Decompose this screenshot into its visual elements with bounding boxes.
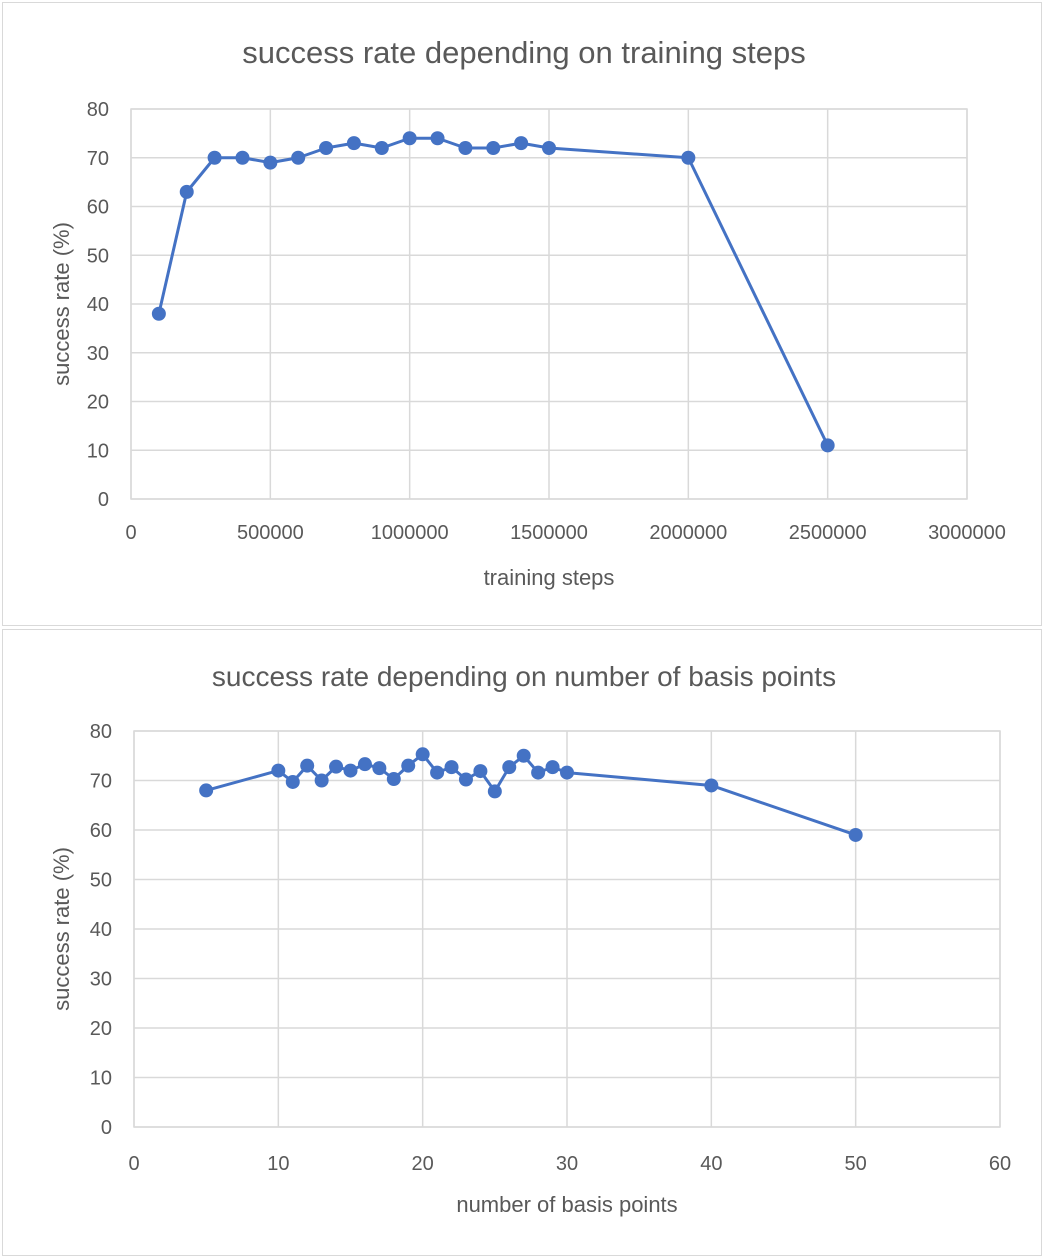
x-tick-label: 2500000 (789, 522, 867, 544)
data-point (486, 141, 501, 155)
data-point (386, 772, 401, 787)
y-tick-label: 20 (90, 1018, 112, 1040)
x-tick-label: 20 (412, 1153, 434, 1175)
data-point (291, 150, 306, 165)
y-axis-label: success rate (%) (49, 222, 74, 386)
data-point (487, 784, 502, 799)
data-point (179, 184, 194, 199)
data-point (285, 774, 300, 789)
y-axis-label: success rate (%) (49, 847, 74, 1011)
data-point (545, 760, 560, 775)
data-point (357, 757, 372, 772)
x-tick-label: 1500000 (510, 522, 588, 544)
x-tick-label: 0 (125, 522, 136, 544)
data-point (502, 760, 517, 775)
y-tick-label: 40 (87, 294, 109, 316)
y-tick-label: 70 (87, 148, 109, 170)
data-point (458, 772, 473, 787)
data-point (560, 765, 574, 780)
y-tick-label: 70 (90, 771, 112, 793)
y-tick-label: 50 (87, 245, 109, 267)
data-point (848, 827, 863, 842)
x-axis-label: number of basis points (456, 1192, 677, 1217)
plot-area (130, 108, 968, 500)
data-point (704, 778, 719, 793)
data-point (319, 141, 334, 155)
data-point (199, 783, 214, 798)
y-tick-label: 30 (90, 969, 112, 991)
x-tick-label: 500000 (237, 522, 304, 544)
x-axis-label: training steps (484, 565, 615, 590)
data-point (329, 759, 344, 774)
data-point (401, 758, 416, 773)
data-point (415, 747, 430, 762)
data-point (516, 748, 531, 763)
data-point (151, 306, 166, 321)
y-tick-label: 60 (87, 197, 109, 219)
chart-title: success rate depending on training steps (242, 35, 806, 70)
data-point (514, 136, 529, 151)
y-tick-label: 20 (87, 392, 109, 414)
x-tick-label: 50 (845, 1153, 867, 1175)
data-point (263, 155, 278, 170)
data-point (314, 773, 329, 788)
data-point (473, 764, 488, 779)
data-point (542, 141, 556, 155)
data-point (372, 761, 387, 776)
data-point (444, 760, 459, 775)
chart-panel-training-steps: success rate depending on training steps… (2, 2, 1042, 626)
data-point (271, 763, 286, 778)
data-point (235, 150, 250, 165)
plot-area (133, 730, 1001, 1128)
x-tick-label: 0 (128, 1153, 139, 1175)
x-tick-label: 3000000 (928, 522, 1006, 544)
data-point (430, 131, 445, 146)
data-point (402, 131, 417, 146)
chart-basis-points: success rate depending on number of basi… (49, 661, 1011, 1217)
x-tick-label: 30 (556, 1153, 578, 1175)
y-tick-label: 10 (87, 440, 109, 462)
data-point (820, 438, 835, 453)
data-point (374, 141, 389, 155)
y-tick-label: 60 (90, 820, 112, 842)
y-tick-label: 10 (90, 1068, 112, 1090)
y-tick-label: 80 (90, 721, 112, 743)
y-tick-label: 0 (98, 489, 109, 511)
x-tick-label: 10 (267, 1153, 289, 1175)
data-point (430, 765, 445, 780)
x-tick-label: 2000000 (649, 522, 727, 544)
data-point (346, 136, 361, 151)
y-tick-label: 80 (87, 99, 109, 121)
y-tick-label: 30 (87, 343, 109, 365)
x-tick-label: 60 (989, 1153, 1011, 1175)
series-line (157, 136, 830, 447)
data-point (458, 141, 473, 155)
data-point (207, 150, 222, 165)
data-point (681, 150, 696, 165)
y-tick-label: 0 (101, 1117, 112, 1139)
data-point (531, 765, 546, 780)
chart-panel-basis-points: success rate depending on number of basi… (2, 629, 1042, 1256)
data-point (343, 763, 358, 778)
y-tick-label: 50 (90, 870, 112, 892)
x-tick-label: 1000000 (371, 522, 449, 544)
data-point (300, 758, 315, 773)
x-tick-label: 40 (700, 1153, 722, 1175)
chart-training-steps: success rate depending on training steps… (49, 35, 1006, 590)
chart-title: success rate depending on number of basi… (212, 661, 836, 692)
y-tick-label: 40 (90, 919, 112, 941)
